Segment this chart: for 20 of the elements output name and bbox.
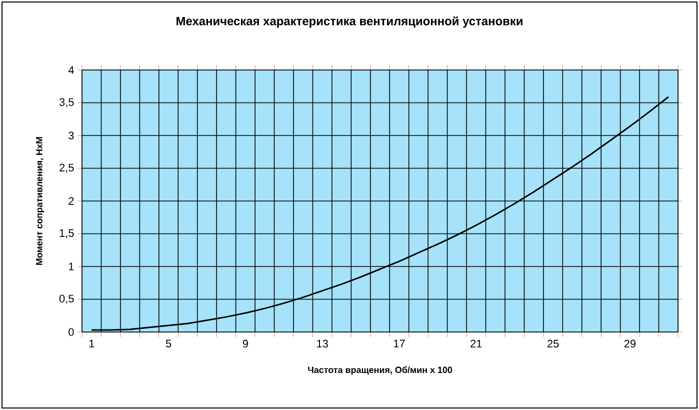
- y-tick-label: 1: [68, 262, 74, 270]
- y-tick-label: 0: [68, 328, 74, 336]
- x-tick-label: 25: [547, 340, 559, 348]
- y-tick-label: 3: [68, 132, 74, 140]
- x-tick-label: 9: [242, 340, 248, 348]
- chart-title: Механическая характеристика вентиляционной установки: [176, 16, 522, 28]
- y-tick-label: 4: [68, 66, 74, 74]
- y-tick-label: 1,5: [60, 229, 74, 238]
- y-tick-label: 0,5: [59, 294, 74, 304]
- y-tick-label: 2,5: [60, 164, 74, 173]
- x-tick-label: 17: [394, 340, 405, 348]
- y-tick-label: 3,5: [59, 98, 74, 108]
- y-tick-label: 2: [68, 197, 74, 205]
- x-tick-label: 5: [166, 340, 172, 348]
- x-tick-label: 29: [624, 340, 636, 348]
- y-axis-title: Момент сопративления, НхМ: [36, 137, 44, 265]
- x-tick-label: 21: [470, 340, 482, 348]
- x-axis-title: Частота вращения, Об/мин х 100: [308, 366, 452, 375]
- x-tick-label: 1: [89, 340, 94, 348]
- x-tick-label: 13: [317, 340, 328, 348]
